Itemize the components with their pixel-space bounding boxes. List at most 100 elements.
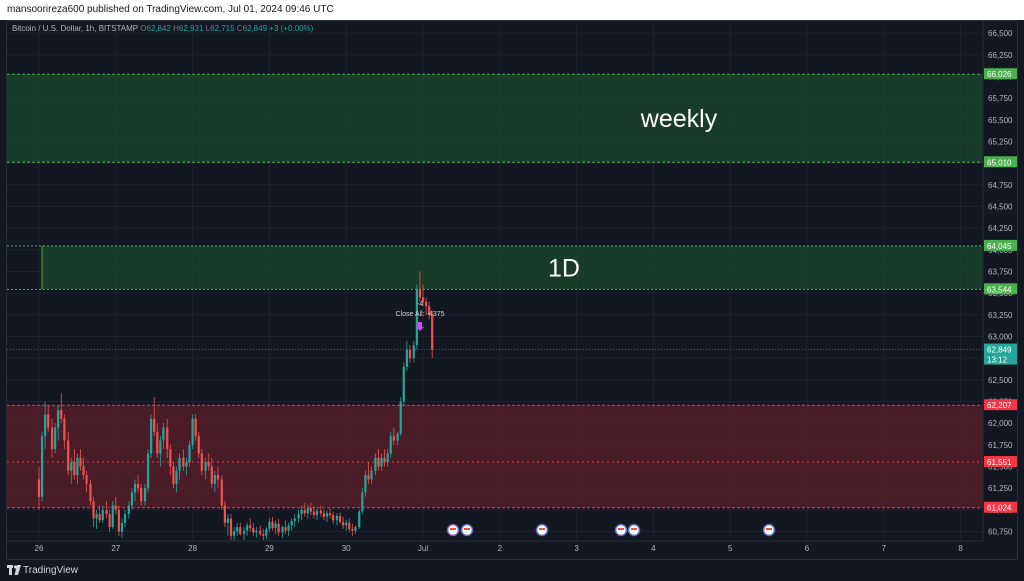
price-axis-tick-label: 65,250 (988, 137, 1013, 146)
candle-body (220, 479, 223, 506)
candle-body (284, 527, 287, 531)
candle-body (364, 475, 367, 493)
candle-body (389, 436, 392, 454)
candle-body (242, 530, 246, 535)
close-value: 62,849 (242, 24, 268, 33)
candle-body (44, 414, 47, 437)
candle-body (268, 521, 271, 529)
candle-body (140, 488, 143, 502)
candle-body (421, 297, 425, 302)
open-value: 62,842 (146, 24, 171, 33)
candle-body (117, 509, 120, 532)
candle-body (130, 492, 134, 506)
candle-body (386, 453, 389, 463)
publish-info: mansoorireza600 published on TradingView… (7, 4, 334, 15)
candle-body (210, 466, 213, 484)
low-label: L (205, 24, 211, 33)
candle-body (328, 513, 332, 515)
candle-body (89, 483, 92, 502)
candle-body (300, 509, 303, 515)
candle-body (374, 457, 377, 471)
candle-body (297, 514, 300, 519)
candle-body (418, 288, 422, 298)
tradingview-logo-icon (7, 565, 21, 575)
candle-body (92, 501, 95, 519)
candle-body (143, 488, 147, 502)
zone-weekly-fill (7, 74, 983, 163)
candle-body (287, 525, 290, 531)
time-axis-tick-label: 29 (265, 544, 274, 553)
price-label-text: 62,207 (987, 401, 1012, 410)
price-axis-tick-label: 61,250 (988, 484, 1013, 493)
candle-body (73, 462, 76, 476)
price-axis-tick-label: 66,500 (988, 29, 1013, 38)
time-axis-tick-label: 7 (882, 544, 887, 553)
candle-body (207, 462, 210, 467)
candle-body (274, 523, 277, 528)
candle-body (332, 515, 335, 521)
candle-body (159, 440, 162, 454)
candle-body (166, 427, 169, 450)
candle-body (309, 508, 312, 512)
candle-body (351, 528, 354, 531)
candle-body (127, 505, 130, 515)
time-axis-tick-label: 6 (805, 544, 810, 553)
candle-body (383, 457, 386, 463)
candle-body (312, 511, 316, 515)
symbol-legend: Bitcoin / U.S. Dollar, 1h, BITSTAMP O62,… (12, 24, 313, 33)
candle-body (82, 466, 85, 476)
candle-body (431, 314, 434, 350)
candle-body (265, 528, 268, 536)
candle-body (178, 457, 181, 471)
candle-body (197, 436, 200, 454)
high-label: H (173, 24, 179, 33)
candle-body (361, 492, 364, 512)
tradingview-brand: TradingView (23, 565, 79, 576)
time-axis-tick-label: 28 (188, 544, 197, 553)
candle-body (236, 527, 239, 532)
candle-body (111, 505, 114, 528)
change-value: +3 (+0.00%) (269, 24, 314, 33)
price-axis-tick-label: 60,750 (988, 527, 1013, 536)
candle-body (428, 306, 431, 315)
candle-body (396, 433, 399, 441)
candle-body (262, 534, 265, 536)
candle-body (325, 513, 329, 517)
price-axis-tick-label: 64,250 (988, 224, 1013, 233)
countdown-text: 13:12 (987, 356, 1008, 365)
candle-body (191, 418, 194, 445)
low-value: 62,715 (210, 24, 235, 33)
candle-body (354, 527, 357, 531)
economic-event-flag-stripe (618, 528, 624, 530)
candle-body (194, 418, 197, 437)
candle-body (338, 515, 342, 522)
candle-body (204, 462, 207, 471)
candle-body (188, 444, 191, 463)
candle-body (60, 410, 63, 419)
price-label-text: 66,026 (987, 70, 1012, 79)
price-label-text: 63,544 (987, 285, 1012, 294)
candle-body (213, 475, 216, 484)
price-label-box (984, 283, 1017, 295)
price-label-text: 61,551 (987, 458, 1012, 467)
candle-body (249, 525, 252, 528)
economic-event-flag-stripe (631, 528, 637, 530)
candle-body (105, 509, 108, 515)
time-axis-tick-label: 3 (574, 544, 579, 553)
candle-body (255, 530, 258, 533)
candle-body (358, 511, 361, 528)
candle-body (335, 515, 339, 521)
zone-label-1D: 1D (548, 255, 580, 283)
current-price-text: 62,849 (987, 346, 1012, 355)
candle-body (216, 475, 220, 480)
price-label-text: 65,010 (987, 158, 1012, 167)
candle-body (226, 518, 230, 523)
candle-body (136, 483, 140, 489)
price-label-text: 61,024 (987, 504, 1012, 513)
candle-body (252, 528, 255, 533)
price-axis-tick-label: 66,250 (988, 51, 1013, 60)
candle-body (175, 470, 178, 484)
candle-body (277, 523, 280, 533)
candle-body (370, 470, 373, 480)
